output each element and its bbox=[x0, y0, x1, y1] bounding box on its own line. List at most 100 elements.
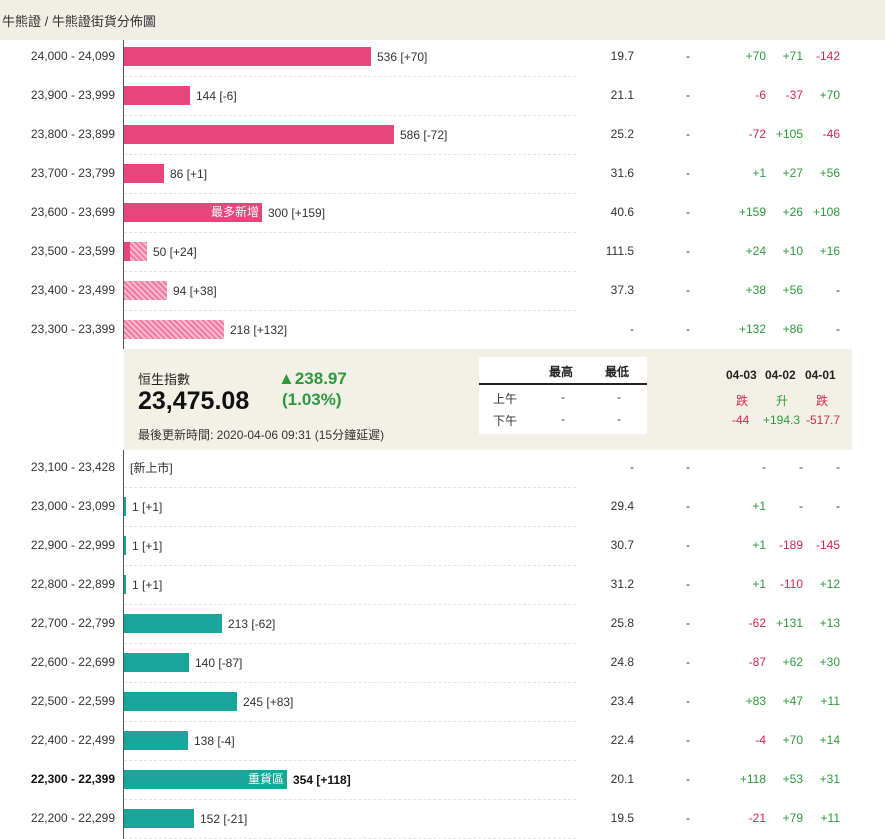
outstanding-bar[interactable] bbox=[124, 614, 222, 633]
outstanding-bar[interactable] bbox=[124, 164, 164, 183]
date-header-1: 04-03 bbox=[726, 368, 757, 382]
outstanding-bar[interactable] bbox=[124, 125, 394, 144]
change-day-1: +70 bbox=[745, 49, 766, 63]
bar-group: 586 [-72] bbox=[124, 125, 447, 144]
row-separator bbox=[124, 115, 576, 116]
day-direction-1: 跌 bbox=[736, 394, 749, 408]
change-day-1: +24 bbox=[745, 244, 766, 258]
bar-value-label: 213 [-62] bbox=[228, 616, 276, 631]
distribution-row[interactable]: 22,900 - 22,999 1 [+1] 30.7 - +1 -189 -145 bbox=[0, 529, 885, 568]
outstanding-bar[interactable] bbox=[124, 653, 189, 672]
change-day-2: +47 bbox=[782, 694, 803, 708]
column-value: - bbox=[686, 772, 690, 786]
change-day-1: +159 bbox=[738, 205, 766, 219]
change-day-1: +1 bbox=[752, 538, 766, 552]
change-day-1: -6 bbox=[755, 88, 766, 102]
day-direction-3: 跌 bbox=[816, 394, 829, 408]
row-separator bbox=[124, 76, 576, 77]
bar-value-label: 152 [-21] bbox=[200, 811, 248, 826]
change-day-3: +30 bbox=[819, 655, 840, 669]
distribution-row[interactable]: 22,700 - 22,799 213 [-62] 25.8 - -62 +131 +13 bbox=[0, 607, 885, 646]
change-day-1: -4 bbox=[755, 733, 766, 747]
outstanding-bar[interactable] bbox=[124, 281, 167, 300]
change-day-3: - bbox=[836, 283, 840, 297]
strike-range: 22,700 - 22,799 bbox=[30, 616, 115, 630]
change-day-3: +56 bbox=[819, 166, 840, 180]
bar-group: 最多新增 300 [+159] bbox=[124, 203, 325, 222]
column-value: - bbox=[686, 460, 690, 474]
distribution-row[interactable]: 22,500 - 22,599 245 [+83] 23.4 - +83 +47 +11 bbox=[0, 685, 885, 724]
afternoon-label: 下午 bbox=[493, 414, 518, 428]
outstanding-bar[interactable] bbox=[124, 320, 224, 339]
change-day-3: +13 bbox=[819, 616, 840, 630]
change-day-2: +10 bbox=[782, 244, 803, 258]
distribution-row[interactable]: 23,500 - 23,599 50 [+24] 111.5 - +24 +10 +16 bbox=[0, 235, 885, 274]
outstanding-bar[interactable] bbox=[124, 86, 190, 105]
outstanding-bar[interactable]: 最多新增 bbox=[124, 203, 262, 222]
strike-range: 22,400 - 22,499 bbox=[30, 733, 115, 747]
bar-value-label: 86 [+1] bbox=[170, 166, 208, 181]
strike-range: 22,300 - 22,399 bbox=[30, 772, 115, 786]
row-separator bbox=[124, 760, 576, 761]
change-day-1: +1 bbox=[752, 499, 766, 513]
change-day-1: +132 bbox=[738, 322, 766, 336]
bar-group: 245 [+83] bbox=[124, 692, 293, 711]
distribution-row[interactable]: 24,000 - 24,099 536 [+70] 19.7 - +70 +71 -142 bbox=[0, 40, 885, 79]
outstanding-bar[interactable] bbox=[124, 242, 147, 261]
distribution-row[interactable]: 23,000 - 23,099 1 [+1] 29.4 - +1 - - bbox=[0, 490, 885, 529]
distribution-row[interactable]: 23,700 - 23,799 86 [+1] 31.6 - +1 +27 +56 bbox=[0, 157, 885, 196]
high-low-table: 最高 最低 上午 - - 下午 - - bbox=[479, 357, 647, 434]
index-value: 23,475.08 bbox=[138, 387, 250, 415]
low-header: 最低 bbox=[605, 365, 630, 379]
last-updated: 最後更新時間: 2020-04-06 09:31 (15分鐘延遲) bbox=[138, 428, 385, 442]
outstanding-bar[interactable] bbox=[124, 536, 126, 555]
change-day-2: +79 bbox=[782, 811, 803, 825]
change-day-1: +1 bbox=[752, 577, 766, 591]
afternoon-low: - bbox=[617, 412, 621, 426]
outstanding-bar[interactable] bbox=[124, 47, 371, 66]
distribution-row[interactable]: 23,400 - 23,499 94 [+38] 37.3 - +38 +56 - bbox=[0, 274, 885, 313]
column-value: - bbox=[686, 538, 690, 552]
bar-value-label: 1 [+1] bbox=[132, 538, 163, 553]
column-value: - bbox=[686, 88, 690, 102]
row-separator bbox=[124, 310, 576, 311]
bar-tag: 重貨區 bbox=[247, 772, 284, 786]
change-day-1: +1 bbox=[752, 166, 766, 180]
distribution-row[interactable]: 22,800 - 22,899 1 [+1] 31.2 - +1 -110 +12 bbox=[0, 568, 885, 607]
outstanding-bar[interactable] bbox=[124, 731, 188, 750]
outstanding-bar[interactable] bbox=[124, 692, 237, 711]
change-day-3: -46 bbox=[822, 127, 840, 141]
change-day-2: -189 bbox=[778, 538, 803, 552]
breadcrumb[interactable]: 牛熊證 / 牛熊證街貨分佈圖 bbox=[0, 0, 885, 40]
date-header-2: 04-02 bbox=[765, 368, 796, 382]
bar-value-label: 50 [+24] bbox=[153, 244, 197, 259]
column-value: - bbox=[686, 127, 690, 141]
change-day-3: - bbox=[836, 322, 840, 336]
bar-value-label: 300 [+159] bbox=[268, 205, 326, 220]
ratio-value: 19.5 bbox=[610, 811, 634, 825]
outstanding-bar[interactable]: 重貨區 bbox=[124, 770, 287, 789]
distribution-row[interactable]: 23,800 - 23,899 586 [-72] 25.2 - -72 +105 -46 bbox=[0, 118, 885, 157]
ratio-value: 25.2 bbox=[610, 127, 634, 141]
change-day-3: +70 bbox=[819, 88, 840, 102]
distribution-row[interactable]: 22,300 - 22,399 重貨區 354 [+118] 20.1 - +118 +53… bbox=[0, 763, 885, 802]
change-day-2: - bbox=[799, 460, 803, 474]
column-value: - bbox=[686, 733, 690, 747]
ratio-value: 40.6 bbox=[610, 205, 634, 219]
index-change-percent: (1.03%) bbox=[282, 390, 342, 409]
distribution-row[interactable]: 22,200 - 22,299 152 [-21] 19.5 - -21 +79 +11 bbox=[0, 802, 885, 839]
distribution-row[interactable]: 23,600 - 23,699 最多新增 300 [+159] 40.6 - +159 +2… bbox=[0, 196, 885, 235]
distribution-row[interactable]: 23,900 - 23,999 144 [-6] 21.1 - -6 -37 +70 bbox=[0, 79, 885, 118]
distribution-row[interactable]: 22,400 - 22,499 138 [-4] 22.4 - -4 +70 +14 bbox=[0, 724, 885, 763]
outstanding-bar[interactable] bbox=[124, 809, 194, 828]
distribution-row[interactable]: 23,100 - 23,428 [新上市] - - - - - bbox=[0, 451, 885, 490]
distribution-row[interactable]: 23,300 - 23,399 218 [+132] - - +132 +86 - bbox=[0, 313, 885, 352]
bar-group: 144 [-6] bbox=[124, 86, 237, 105]
outstanding-bar[interactable] bbox=[124, 575, 126, 594]
change-day-2: +53 bbox=[782, 772, 803, 786]
bar-group: 218 [+132] bbox=[124, 320, 287, 339]
column-value: - bbox=[686, 283, 690, 297]
outstanding-bar[interactable] bbox=[124, 497, 126, 516]
row-separator bbox=[124, 604, 576, 605]
distribution-row[interactable]: 22,600 - 22,699 140 [-87] 24.8 - -87 +62 +30 bbox=[0, 646, 885, 685]
